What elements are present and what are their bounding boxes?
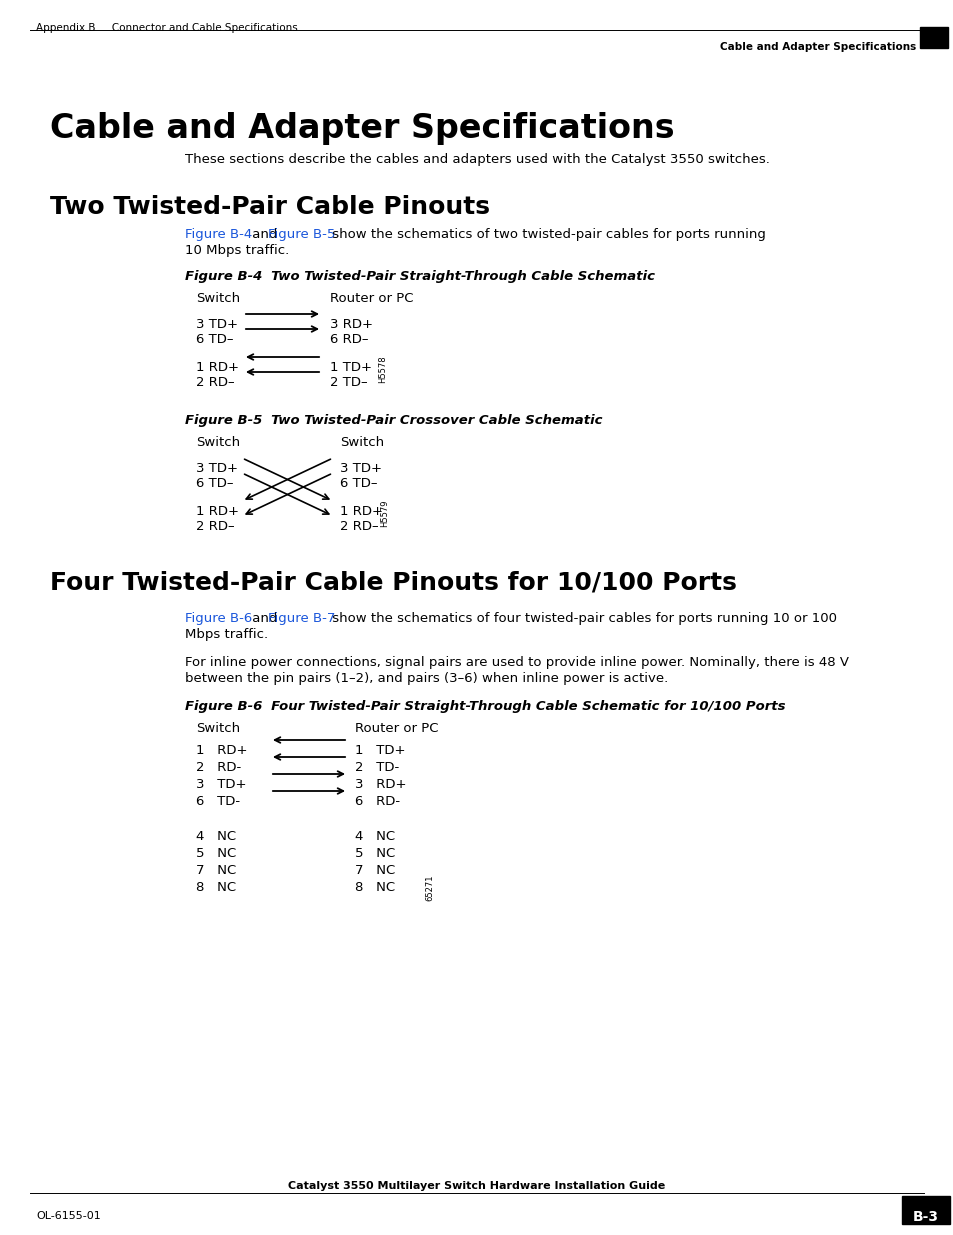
- Text: 6 RD–: 6 RD–: [330, 333, 368, 346]
- Text: and: and: [248, 613, 281, 625]
- Text: Router or PC: Router or PC: [330, 291, 413, 305]
- Text: Catalyst 3550 Multilayer Switch Hardware Installation Guide: Catalyst 3550 Multilayer Switch Hardware…: [288, 1181, 665, 1191]
- Text: These sections describe the cables and adapters used with the Catalyst 3550 swit: These sections describe the cables and a…: [185, 153, 769, 165]
- Text: 1 RD+: 1 RD+: [195, 505, 239, 517]
- Text: 3 TD+: 3 TD+: [195, 462, 237, 475]
- Text: Cable and Adapter Specifications: Cable and Adapter Specifications: [719, 42, 915, 52]
- Text: Switch: Switch: [195, 722, 240, 735]
- Text: 5   NC: 5 NC: [355, 847, 395, 860]
- Text: 2 TD–: 2 TD–: [330, 375, 367, 389]
- Text: show the schematics of four twisted-pair cables for ports running 10 or 100: show the schematics of four twisted-pair…: [328, 613, 836, 625]
- Text: 8   NC: 8 NC: [195, 881, 236, 894]
- Text: B-3: B-3: [912, 1210, 938, 1224]
- Text: Figure B-4: Figure B-4: [185, 270, 262, 283]
- Text: between the pin pairs (1–2), and pairs (3–6) when inline power is active.: between the pin pairs (1–2), and pairs (…: [185, 672, 667, 685]
- Text: 6 TD–: 6 TD–: [195, 333, 233, 346]
- Text: Four Twisted-Pair Cable Pinouts for 10/100 Ports: Four Twisted-Pair Cable Pinouts for 10/1…: [50, 571, 736, 594]
- Text: and: and: [248, 228, 281, 241]
- Text: 2 RD–: 2 RD–: [339, 520, 378, 534]
- Text: 2   RD-: 2 RD-: [195, 761, 241, 774]
- Text: 7   NC: 7 NC: [195, 864, 236, 877]
- Text: 8   NC: 8 NC: [355, 881, 395, 894]
- Text: 2 RD–: 2 RD–: [195, 375, 234, 389]
- Text: Figure B-7: Figure B-7: [268, 613, 335, 625]
- Text: For inline power connections, signal pairs are used to provide inline power. Nom: For inline power connections, signal pai…: [185, 656, 848, 669]
- Text: 6 TD–: 6 TD–: [339, 477, 377, 490]
- Bar: [901, 1195, 949, 1224]
- Text: 1 TD+: 1 TD+: [330, 361, 372, 374]
- Text: show the schematics of two twisted-pair cables for ports running: show the schematics of two twisted-pair …: [328, 228, 765, 241]
- Text: Switch: Switch: [195, 291, 240, 305]
- Text: H5579: H5579: [379, 499, 389, 527]
- Text: 6   TD-: 6 TD-: [195, 795, 240, 808]
- Bar: [919, 27, 947, 48]
- Text: 3   RD+: 3 RD+: [355, 778, 406, 790]
- Text: 1 RD+: 1 RD+: [339, 505, 382, 517]
- Text: Figure B-6: Figure B-6: [185, 613, 252, 625]
- Text: 1   TD+: 1 TD+: [355, 743, 405, 757]
- Text: Two Twisted-Pair Cable Pinouts: Two Twisted-Pair Cable Pinouts: [50, 195, 490, 219]
- Text: 6   RD-: 6 RD-: [355, 795, 399, 808]
- Text: Two Twisted-Pair Straight-Through Cable Schematic: Two Twisted-Pair Straight-Through Cable …: [248, 270, 655, 283]
- Text: 5   NC: 5 NC: [195, 847, 236, 860]
- Text: 10 Mbps traffic.: 10 Mbps traffic.: [185, 245, 289, 257]
- Text: OL-6155-01: OL-6155-01: [36, 1212, 101, 1221]
- Text: Four Twisted-Pair Straight-Through Cable Schematic for 10/100 Ports: Four Twisted-Pair Straight-Through Cable…: [248, 700, 784, 713]
- Text: 4   NC: 4 NC: [195, 830, 236, 844]
- Text: Figure B-5: Figure B-5: [185, 414, 262, 427]
- Text: Two Twisted-Pair Crossover Cable Schematic: Two Twisted-Pair Crossover Cable Schemat…: [248, 414, 602, 427]
- Text: Router or PC: Router or PC: [355, 722, 438, 735]
- Text: Switch: Switch: [195, 436, 240, 450]
- Text: Switch: Switch: [339, 436, 384, 450]
- Text: 3 TD+: 3 TD+: [195, 317, 237, 331]
- Text: 4   NC: 4 NC: [355, 830, 395, 844]
- Text: 65271: 65271: [424, 874, 434, 902]
- Text: 1 RD+: 1 RD+: [195, 361, 239, 374]
- Text: Mbps traffic.: Mbps traffic.: [185, 629, 268, 641]
- Text: 3   TD+: 3 TD+: [195, 778, 246, 790]
- Text: Figure B-6: Figure B-6: [185, 700, 262, 713]
- Text: 6 TD–: 6 TD–: [195, 477, 233, 490]
- Text: 2   TD-: 2 TD-: [355, 761, 399, 774]
- Text: Figure B-4: Figure B-4: [185, 228, 252, 241]
- Text: 3 RD+: 3 RD+: [330, 317, 373, 331]
- Text: Figure B-5: Figure B-5: [268, 228, 335, 241]
- Text: 1   RD+: 1 RD+: [195, 743, 247, 757]
- Text: H5578: H5578: [377, 356, 387, 383]
- Text: 2 RD–: 2 RD–: [195, 520, 234, 534]
- Text: Appendix B     Connector and Cable Specifications: Appendix B Connector and Cable Specifica…: [36, 23, 297, 33]
- Text: Cable and Adapter Specifications: Cable and Adapter Specifications: [50, 112, 674, 144]
- Text: 3 TD+: 3 TD+: [339, 462, 381, 475]
- Text: 7   NC: 7 NC: [355, 864, 395, 877]
